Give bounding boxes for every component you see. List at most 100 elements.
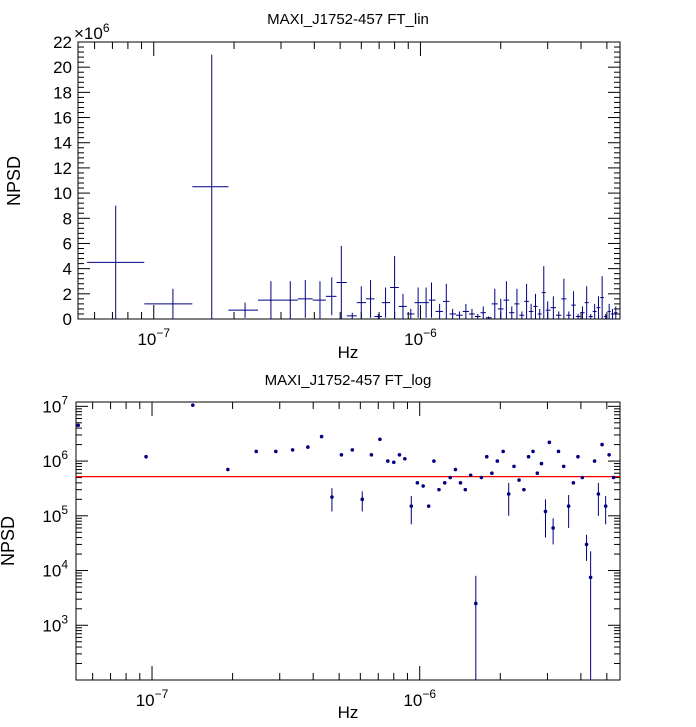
bottom-data-point	[226, 467, 230, 472]
bottom-data-point	[522, 487, 526, 492]
top-y-tick-label: 20	[53, 58, 72, 77]
bottom-y-axis-label: NPSD	[0, 516, 18, 566]
bottom-y-tick-label-base: 10	[42, 616, 61, 635]
bottom-data-point	[432, 459, 436, 463]
top-y-tick-label: 14	[53, 134, 72, 153]
bottom-data-point	[290, 448, 295, 452]
top-y-multiplier-base: ×10	[74, 24, 103, 43]
bottom-y-tick-label-exp: 7	[61, 393, 68, 407]
bottom-data-point	[588, 575, 593, 580]
bottom-x-tick-label: 10−7	[136, 687, 169, 710]
bottom-data-point	[479, 475, 484, 480]
bottom-data-point	[274, 449, 278, 454]
bottom-data-point	[596, 492, 601, 496]
bottom-data-point	[442, 481, 447, 485]
bottom-y-tick-label-base: 10	[42, 397, 61, 416]
bottom-data-point	[306, 445, 310, 449]
bottom-data-point	[571, 481, 576, 485]
bottom-chart-title: MAXI_J1752-457 FT_log	[265, 372, 432, 389]
bottom-data-point	[603, 504, 608, 508]
top-y-tick-label: 4	[63, 260, 72, 279]
bottom-data-point	[378, 437, 382, 442]
bottom-data-point	[426, 504, 431, 508]
top-y-tick-label: 10	[53, 184, 72, 203]
top-x-axis-label: Hz	[338, 343, 359, 362]
bottom-data-point	[611, 475, 616, 480]
top-y-tick-label: 8	[63, 209, 72, 228]
bottom-data-point	[458, 481, 463, 485]
bottom-data-point	[330, 495, 334, 499]
bottom-data-point	[409, 504, 414, 508]
bottom-y-tick-label: 107	[42, 393, 68, 416]
bottom-data-point	[415, 481, 420, 485]
bottom-data-point	[350, 448, 355, 452]
bottom-data-point	[448, 475, 453, 480]
bottom-y-tick-label-exp: 4	[61, 558, 68, 572]
bottom-y-tick-label-base: 10	[42, 507, 61, 526]
bottom-data-point	[397, 453, 402, 457]
bottom-data-point	[531, 449, 535, 454]
bottom-y-tick-label: 104	[42, 558, 68, 581]
bottom-data-point	[339, 453, 344, 457]
bottom-x-tick-label-base: 10	[136, 691, 155, 710]
bottom-x-tick-label-base: 10	[403, 691, 422, 710]
bottom-data-point	[360, 497, 365, 502]
top-y-tick-label: 16	[53, 109, 72, 128]
bottom-data-point	[556, 449, 561, 454]
top-y-multiplier-exp: 6	[103, 21, 110, 35]
bottom-data-point	[566, 504, 571, 508]
bottom-data-point	[369, 453, 374, 457]
top-y-axis-label: NPSD	[4, 156, 24, 206]
bottom-data-point	[76, 423, 81, 428]
bottom-data-point	[580, 475, 585, 480]
bottom-data-point	[144, 454, 148, 459]
top-x-tick-label-base: 10	[404, 330, 423, 349]
bottom-x-axis-label: Hz	[338, 703, 359, 722]
bottom-data-point	[592, 459, 597, 463]
top-x-tick-label-base: 10	[137, 330, 156, 349]
bottom-data-point	[584, 542, 589, 547]
bottom-data-point	[421, 484, 425, 488]
top-y-multiplier: ×106	[74, 21, 110, 43]
bottom-data-point	[547, 440, 552, 445]
bottom-data-point	[551, 526, 555, 530]
bottom-data-point	[517, 478, 521, 482]
bottom-x-tick-label-exp: −7	[155, 687, 169, 701]
bottom-y-tick-label-exp: 5	[61, 503, 68, 517]
bottom-data-point	[453, 467, 458, 472]
bottom-data-point	[190, 403, 195, 407]
top-frame	[77, 41, 621, 320]
bottom-data-point	[543, 509, 548, 514]
top-x-tick-label: 10−7	[137, 326, 170, 349]
bottom-data-point	[535, 471, 540, 476]
bottom-data-point	[506, 492, 511, 496]
bottom-data-point	[576, 454, 580, 459]
bottom-y-tick-label-base: 10	[42, 452, 61, 471]
bottom-data-point	[501, 449, 505, 454]
bottom-data-point	[539, 461, 544, 466]
bottom-data-point	[495, 459, 500, 463]
top-x-tick-label-exp: −7	[156, 326, 170, 340]
bottom-data-point	[463, 487, 468, 492]
top-chart-title: MAXI_J1752-457 FT_lin	[267, 11, 429, 28]
bottom-y-tick-label: 106	[42, 448, 68, 471]
bottom-data-point	[403, 457, 407, 461]
top-y-tick-label: 0	[63, 310, 72, 329]
bottom-data-point	[484, 454, 489, 459]
top-y-tick-label: 22	[53, 33, 72, 52]
bottom-y-tick-label: 105	[42, 503, 68, 526]
bottom-data-point	[607, 453, 611, 457]
bottom-data-point	[512, 464, 516, 469]
bottom-data-point	[490, 471, 494, 476]
bottom-y-tick-label-exp: 6	[61, 448, 68, 462]
top-y-tick-label: 12	[53, 159, 72, 178]
top-x-tick-label-exp: −6	[423, 326, 437, 340]
top-x-tick-label: 10−6	[404, 326, 437, 349]
bottom-y-tick-label-exp: 3	[61, 612, 68, 626]
top-y-tick-label: 18	[53, 83, 72, 102]
top-y-tick-label: 6	[63, 234, 72, 253]
